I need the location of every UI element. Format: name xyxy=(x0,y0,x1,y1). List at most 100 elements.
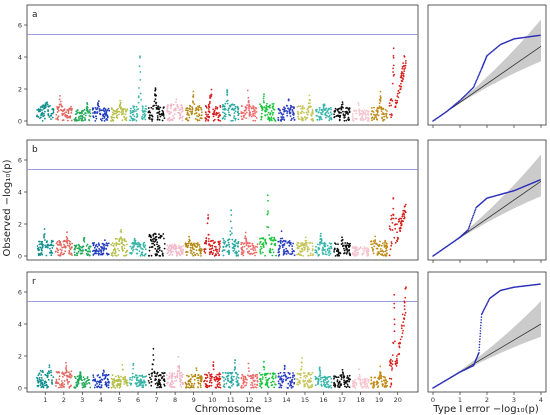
x-tick-label: 11 xyxy=(227,396,235,404)
snp-point xyxy=(41,120,44,122)
snp-point xyxy=(287,387,289,389)
snp-point xyxy=(346,249,349,251)
snp-point xyxy=(61,246,64,249)
snp-point xyxy=(242,386,244,389)
snp-point xyxy=(83,382,86,385)
snp-point xyxy=(171,119,174,121)
snp-point xyxy=(354,249,356,252)
snp-point xyxy=(57,254,60,256)
snp-point xyxy=(201,117,203,120)
snp-point xyxy=(379,365,382,368)
snp-point xyxy=(379,250,382,253)
snp-point xyxy=(169,383,172,386)
snp-point xyxy=(337,253,340,256)
snp-point xyxy=(104,239,106,242)
snp-point xyxy=(113,379,116,382)
snp-point xyxy=(174,247,177,250)
snp-point xyxy=(218,375,221,378)
snp-point xyxy=(64,245,67,248)
snp-point xyxy=(136,114,139,117)
snp-point xyxy=(389,364,391,367)
snp-point xyxy=(71,254,73,256)
snp-point xyxy=(325,376,328,379)
snp-point xyxy=(396,238,399,241)
snp-point xyxy=(403,308,406,311)
snp-point xyxy=(190,112,193,115)
snp-point xyxy=(163,106,165,109)
chromosome-7-points xyxy=(147,347,166,389)
snp-point xyxy=(197,386,199,389)
snp-point xyxy=(256,243,259,246)
snp-point xyxy=(272,117,275,120)
snp-point xyxy=(364,381,366,384)
snp-point xyxy=(336,379,339,381)
snp-point xyxy=(405,286,407,288)
snp-point xyxy=(348,107,351,110)
snp-point xyxy=(282,116,285,119)
snp-point xyxy=(125,240,128,243)
snp-point xyxy=(304,116,306,119)
snp-point xyxy=(375,381,378,383)
snp-point xyxy=(118,387,121,389)
snp-point xyxy=(77,243,80,246)
snp-point xyxy=(254,109,256,112)
snp-point xyxy=(347,385,349,388)
snp-point xyxy=(320,239,323,242)
snp-point xyxy=(244,235,247,238)
snp-point xyxy=(191,253,194,255)
snp-point xyxy=(267,212,269,215)
snp-point xyxy=(63,240,66,243)
snp-point xyxy=(330,381,333,384)
snp-point xyxy=(129,109,132,112)
snp-point xyxy=(240,251,243,254)
snp-point xyxy=(309,252,312,255)
snp-point xyxy=(74,116,77,119)
chromosome-12-points xyxy=(240,362,259,389)
snp-point xyxy=(232,104,235,106)
snp-point xyxy=(185,107,188,110)
snp-point xyxy=(120,241,123,244)
snp-point xyxy=(327,376,330,378)
snp-point xyxy=(209,377,212,380)
snp-point xyxy=(266,113,269,116)
snp-point xyxy=(178,253,180,255)
snp-point xyxy=(103,117,106,119)
y-axis-label: Observed −log₁₀(p) xyxy=(2,159,13,256)
snp-point xyxy=(55,113,58,116)
snp-point xyxy=(204,240,207,242)
snp-point xyxy=(158,233,160,236)
snp-point xyxy=(79,115,82,117)
snp-point xyxy=(314,109,317,111)
snp-point xyxy=(391,100,394,102)
snp-point xyxy=(336,380,339,383)
snp-point xyxy=(152,359,155,361)
snp-point xyxy=(119,230,122,233)
snp-point xyxy=(56,240,59,243)
snp-point xyxy=(384,239,386,242)
snp-point xyxy=(189,380,192,383)
snp-point xyxy=(330,107,332,109)
snp-point xyxy=(219,373,222,376)
snp-point xyxy=(384,382,387,385)
snp-point xyxy=(324,379,327,381)
snp-point xyxy=(103,113,106,115)
snp-point xyxy=(115,375,117,378)
qq-point xyxy=(476,78,478,81)
snp-point xyxy=(224,378,227,381)
snp-point xyxy=(271,375,274,378)
snp-point xyxy=(228,246,231,248)
snp-point xyxy=(260,245,262,248)
chromosome-4-points xyxy=(92,369,110,389)
snp-point xyxy=(261,109,263,112)
snp-point xyxy=(125,110,127,113)
snp-point xyxy=(323,385,326,388)
qq-point xyxy=(479,71,481,74)
snp-point xyxy=(391,367,394,369)
snp-point xyxy=(389,359,392,362)
snp-point xyxy=(174,107,177,110)
snp-point xyxy=(279,383,282,385)
snp-point xyxy=(273,239,276,242)
snp-point xyxy=(398,227,401,230)
snp-point xyxy=(335,115,338,117)
snp-point xyxy=(163,375,165,377)
